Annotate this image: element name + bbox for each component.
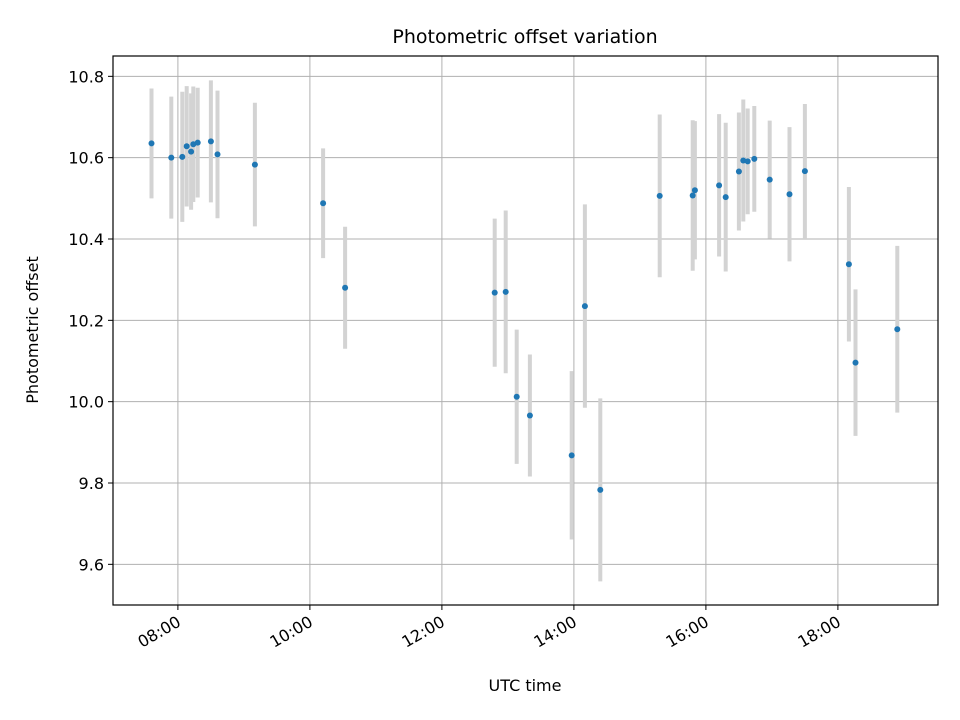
data-point xyxy=(179,153,186,160)
data-point xyxy=(735,168,742,175)
y-axis-ticks: 9.6 9.8 10.0 10.2 10.4 10.6 10.8 xyxy=(68,67,113,574)
data-point xyxy=(852,359,859,366)
y-tick-label: 10.6 xyxy=(68,149,104,168)
data-point xyxy=(766,176,773,183)
data-point xyxy=(744,158,751,165)
data-point xyxy=(251,161,258,168)
data-point xyxy=(342,284,349,291)
plot-frame xyxy=(112,55,939,606)
data-point xyxy=(691,187,698,194)
data-point xyxy=(845,261,852,268)
data-point xyxy=(491,289,498,296)
chart-title: Photometric offset variation xyxy=(392,26,657,48)
data-point xyxy=(581,303,588,310)
data-point xyxy=(722,194,729,201)
data-point xyxy=(148,140,155,147)
data-point xyxy=(526,412,533,419)
grid xyxy=(113,56,938,605)
y-axis-title: Photometric offset xyxy=(23,256,42,404)
data-point xyxy=(214,151,221,158)
data-point xyxy=(689,192,696,199)
data-point xyxy=(716,182,723,189)
data-point xyxy=(751,155,758,162)
data-points xyxy=(148,138,901,493)
data-point xyxy=(786,191,793,198)
x-axis-title: UTC time xyxy=(489,676,562,695)
data-point xyxy=(568,452,575,459)
data-point xyxy=(894,326,901,333)
y-tick-label: 10.0 xyxy=(68,393,104,412)
data-point xyxy=(207,138,214,145)
data-point xyxy=(194,139,201,146)
data-point xyxy=(513,393,520,400)
data-point xyxy=(188,148,195,155)
y-tick-label: 9.8 xyxy=(79,474,104,493)
y-tick-label: 10.8 xyxy=(68,67,104,86)
data-point xyxy=(656,192,663,199)
data-point xyxy=(597,486,604,493)
data-point xyxy=(183,143,190,150)
y-tick-label: 10.4 xyxy=(68,230,104,249)
data-point xyxy=(801,168,808,175)
data-point xyxy=(168,154,175,161)
data-point xyxy=(320,200,327,207)
data-point xyxy=(502,288,509,295)
y-tick-label: 10.2 xyxy=(68,311,104,330)
y-tick-label: 9.6 xyxy=(79,555,104,574)
